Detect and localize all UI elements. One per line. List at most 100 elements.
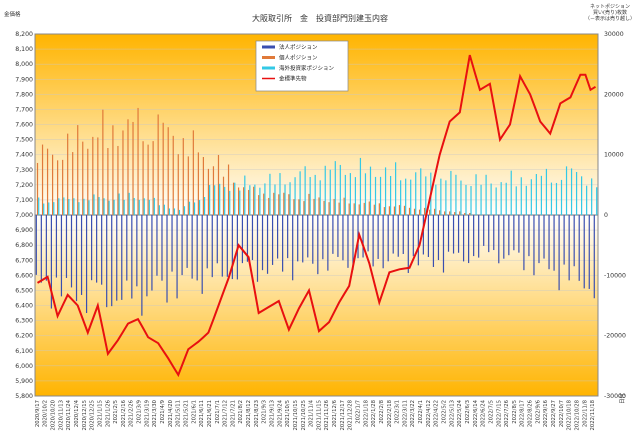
position-bar (459, 211, 461, 215)
position-bar (581, 176, 583, 215)
position-bar (45, 215, 47, 281)
position-bar (93, 194, 95, 215)
x-tick-label: 2020/9/17 (35, 400, 41, 427)
position-bar (234, 182, 236, 215)
position-bar (528, 215, 530, 257)
left-tick-label: 8,200 (15, 31, 33, 38)
position-bar (359, 157, 362, 215)
position-bar (352, 215, 354, 270)
position-bar (176, 215, 178, 299)
position-bar (274, 184, 276, 215)
position-bar (127, 119, 129, 215)
position-bar (108, 200, 110, 215)
left-tick-label: 7,900 (15, 76, 33, 83)
x-tick-label: 2021/11/4 (309, 399, 315, 427)
position-bar (447, 215, 450, 252)
x-tick-label: 2021/12/17 (340, 400, 346, 431)
position-bar (354, 177, 357, 215)
position-bar (68, 199, 70, 215)
position-bar (53, 202, 55, 215)
position-bar (568, 215, 570, 281)
x-tick-label: 2020/10/2 (43, 400, 49, 427)
position-bar (279, 173, 281, 215)
position-bar (435, 184, 437, 215)
position-bar (423, 207, 426, 215)
x-tick-label: 2021/9/3 (262, 400, 268, 424)
position-bar (51, 154, 54, 215)
position-bar (256, 215, 259, 282)
position-bar (50, 215, 52, 309)
position-bar (588, 215, 590, 289)
position-bar (465, 184, 467, 215)
position-bar (480, 184, 482, 215)
position-bar (142, 141, 144, 215)
position-bar (322, 215, 324, 260)
position-bar (323, 200, 325, 215)
position-bar (410, 179, 412, 215)
position-bar (156, 215, 158, 276)
position-bar (151, 215, 153, 291)
left-tick-label: 6,300 (15, 318, 33, 325)
position-bar (243, 187, 245, 215)
x-tick-label: 2021/1/26 (105, 399, 111, 427)
position-bar (106, 215, 108, 308)
position-bar (70, 215, 73, 288)
position-bar (284, 184, 286, 215)
x-tick-label: 2022/7/15 (496, 400, 502, 427)
position-bar (535, 174, 537, 215)
gold-price-line (36, 54, 597, 378)
position-bar (167, 127, 169, 215)
position-bar (513, 215, 515, 251)
position-bar (440, 178, 442, 215)
x-tick-label: 2020/12/25 (90, 400, 96, 431)
left-tick-label: 7,000 (15, 212, 33, 219)
position-bar (196, 215, 198, 281)
x-tick-label: 2022/10/28 (574, 399, 580, 430)
position-bar (405, 178, 407, 215)
x-tick-label: 2020/12/4 (74, 399, 80, 427)
x-tick-label: 2022/6/3 (465, 400, 471, 424)
position-bar (136, 215, 138, 287)
position-bar (455, 174, 457, 215)
position-bar (211, 215, 213, 278)
position-bar (308, 193, 310, 215)
right-axis-title-line: ネットポジション (590, 3, 630, 10)
position-bar (38, 197, 40, 215)
position-bar (173, 208, 176, 215)
position-bar (209, 185, 211, 215)
position-bar (575, 171, 578, 215)
position-bar (347, 215, 349, 268)
x-tick-label: 2022/1/28 (371, 399, 377, 427)
position-bar (57, 160, 59, 215)
left-axis-ticks: 5,800 5,900 6,000 6,100 6,200 6,300 6,400 6,500… (15, 31, 33, 400)
position-bar (329, 169, 331, 215)
position-bar (520, 177, 522, 215)
position-bar (253, 186, 255, 215)
left-tick-label: 6,400 (15, 303, 33, 310)
left-tick-label: 7,200 (15, 182, 33, 189)
position-bar (96, 215, 98, 283)
position-bar (181, 215, 183, 276)
position-bar (378, 203, 380, 215)
position-bar (578, 215, 580, 281)
legend-label: 個人ポジション (279, 54, 318, 62)
position-bar (187, 156, 189, 215)
position-bar (422, 215, 424, 255)
x-tick-label: 2020/11/24 (66, 399, 72, 430)
legend-swatch (262, 66, 275, 70)
position-bar (362, 215, 364, 258)
position-bar (475, 174, 477, 215)
position-bar (55, 215, 58, 278)
x-tick-label: 2022/3/22 (410, 400, 416, 427)
position-bar (217, 154, 220, 215)
position-bar (469, 212, 471, 215)
position-bar (287, 215, 289, 259)
position-bar (163, 204, 165, 215)
position-bar (432, 215, 435, 267)
position-bar (418, 209, 421, 215)
plot-frame (34, 33, 599, 397)
position-bar (460, 180, 462, 215)
position-bar (543, 215, 545, 259)
position-bar (319, 180, 321, 215)
